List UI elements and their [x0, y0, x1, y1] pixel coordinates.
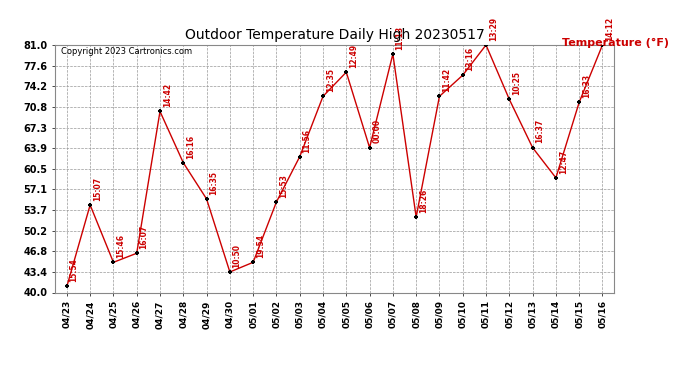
Text: 18:26: 18:26 — [419, 189, 428, 213]
Text: 15:46: 15:46 — [116, 234, 125, 258]
Point — [108, 260, 119, 266]
Point — [434, 93, 445, 99]
Text: 15:07: 15:07 — [93, 177, 102, 201]
Point — [597, 42, 608, 48]
Point — [411, 214, 422, 220]
Point — [387, 51, 398, 57]
Point — [341, 69, 352, 75]
Text: 11:13: 11:13 — [395, 26, 404, 50]
Text: 11:42: 11:42 — [442, 68, 451, 92]
Point — [61, 284, 72, 290]
Text: 15:53: 15:53 — [279, 174, 288, 198]
Text: 13:16: 13:16 — [466, 47, 475, 71]
Text: 12:35: 12:35 — [326, 68, 335, 92]
Point — [573, 99, 584, 105]
Text: 16:07: 16:07 — [139, 225, 148, 249]
Text: 16:16: 16:16 — [186, 134, 195, 159]
Point — [155, 108, 166, 114]
Point — [551, 175, 562, 181]
Point — [317, 93, 328, 99]
Point — [85, 202, 96, 208]
Text: 14:42: 14:42 — [163, 83, 172, 107]
Text: Temperature (°F): Temperature (°F) — [562, 38, 669, 48]
Text: 10:25: 10:25 — [512, 71, 521, 95]
Text: 10:50: 10:50 — [233, 244, 241, 268]
Text: 11:56: 11:56 — [302, 129, 311, 153]
Point — [271, 199, 282, 205]
Text: Copyright 2023 Cartronics.com: Copyright 2023 Cartronics.com — [61, 48, 192, 57]
Text: 15:54: 15:54 — [70, 258, 79, 282]
Point — [504, 96, 515, 102]
Point — [527, 145, 538, 151]
Point — [457, 72, 469, 78]
Text: 16:35: 16:35 — [209, 171, 218, 195]
Text: 16:37: 16:37 — [535, 119, 544, 144]
Point — [224, 269, 235, 275]
Text: 00:00: 00:00 — [373, 119, 382, 144]
Point — [364, 145, 375, 151]
Point — [480, 42, 491, 48]
Text: 19:54: 19:54 — [256, 234, 265, 258]
Point — [294, 154, 305, 160]
Title: Outdoor Temperature Daily High 20230517: Outdoor Temperature Daily High 20230517 — [185, 28, 484, 42]
Text: 12:49: 12:49 — [349, 44, 358, 68]
Point — [201, 196, 212, 202]
Text: 12:47: 12:47 — [559, 149, 568, 174]
Point — [248, 260, 259, 266]
Text: 14:12: 14:12 — [605, 17, 614, 41]
Text: 13:29: 13:29 — [489, 17, 497, 41]
Text: 16:33: 16:33 — [582, 74, 591, 98]
Point — [178, 160, 189, 166]
Point — [131, 250, 142, 256]
